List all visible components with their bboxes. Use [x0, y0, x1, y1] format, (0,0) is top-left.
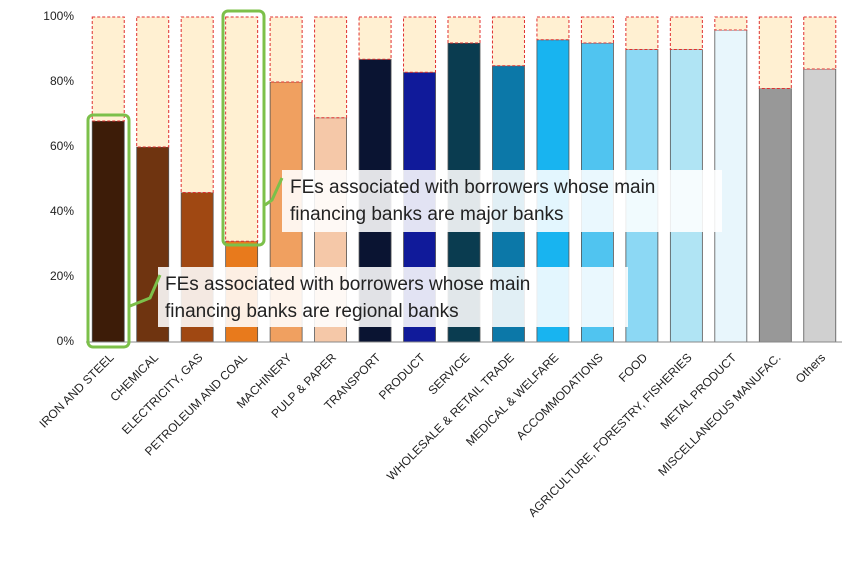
x-tick-label: Others [793, 350, 828, 385]
bar-segment-top [358, 16, 392, 60]
x-tick-label: IRON AND STEEL [36, 350, 116, 430]
bar-segment-top [580, 16, 614, 44]
bar-segment-top [714, 16, 748, 31]
highlight-frame [221, 9, 266, 247]
bar-segment-top [758, 16, 792, 89]
plot-area: 0%20%40%60%80%100%IRON AND STEELCHEMICAL… [36, 9, 842, 520]
annotation: FEs associated with borrowers whose main [290, 177, 655, 198]
x-tick-label: METAL PRODUCT [658, 350, 740, 432]
highlight-frame [86, 113, 131, 349]
x-tick-label: SERVICE [425, 350, 472, 397]
bar-segment [803, 68, 837, 343]
bar-segment-top [269, 16, 303, 83]
bar-segment-top [314, 16, 348, 119]
bar-segment-top [803, 16, 837, 70]
y-tick-label: 20% [50, 269, 74, 283]
x-tick-label: AGRICULTURE, FORESTRY, FISHERIES [525, 350, 694, 519]
callout-line [129, 274, 162, 308]
bar-segment-top [225, 16, 259, 242]
bar-segment-top [91, 16, 125, 122]
annotation: financing banks are major banks [290, 204, 564, 225]
bar-segment [758, 88, 792, 343]
annotation-box [158, 267, 628, 327]
y-tick-label: 60% [50, 139, 74, 153]
y-tick-label: 0% [57, 334, 75, 348]
bar-segment-top [180, 16, 214, 193]
bar-segment-top [136, 16, 170, 148]
annotation: FEs associated with borrowers whose main [165, 274, 530, 295]
y-tick-label: 100% [43, 9, 74, 23]
bar-segment-top [491, 16, 525, 67]
x-tick-label: ACCOMMODATIONS [514, 350, 606, 442]
x-tick-label: PRODUCT [376, 350, 428, 402]
bar-segment-top [625, 16, 659, 50]
y-tick-label: 80% [50, 74, 74, 88]
bar-segment-top [403, 16, 437, 73]
x-tick-label: FOOD [616, 350, 651, 385]
bar-segment [91, 120, 125, 343]
bar-segment-top [536, 16, 570, 41]
annotation: financing banks are regional banks [165, 301, 459, 322]
bar-segment-top [669, 16, 703, 50]
callout-line [264, 177, 284, 207]
x-tick-label: ELECTRICITY, GAS [119, 350, 206, 437]
bar-segment-top [447, 16, 481, 44]
y-tick-label: 40% [50, 204, 74, 218]
annotation-box [282, 170, 722, 232]
